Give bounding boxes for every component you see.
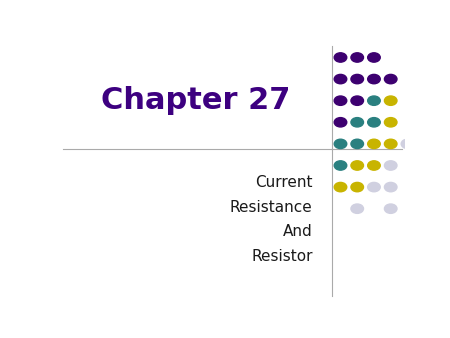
Circle shape [384,96,397,105]
Circle shape [334,161,347,170]
Circle shape [334,183,347,192]
Text: Resistor: Resistor [251,249,313,264]
Circle shape [351,53,364,62]
Circle shape [368,118,380,127]
Circle shape [334,96,347,105]
Circle shape [351,96,364,105]
Circle shape [401,139,414,149]
Circle shape [368,161,380,170]
Circle shape [351,161,364,170]
Circle shape [334,118,347,127]
Circle shape [368,183,380,192]
Text: Chapter 27: Chapter 27 [101,86,290,115]
Circle shape [384,118,397,127]
Circle shape [368,96,380,105]
Circle shape [351,204,364,213]
Circle shape [334,74,347,84]
Circle shape [351,74,364,84]
Text: Resistance: Resistance [230,200,313,215]
Circle shape [351,183,364,192]
Circle shape [334,53,347,62]
Circle shape [384,74,397,84]
Circle shape [351,118,364,127]
Circle shape [351,139,364,149]
Circle shape [368,74,380,84]
Text: And: And [283,224,313,239]
Circle shape [384,183,397,192]
Circle shape [384,161,397,170]
Circle shape [384,139,397,149]
Text: Current: Current [255,175,313,190]
Circle shape [384,204,397,213]
Circle shape [368,53,380,62]
Circle shape [368,139,380,149]
Circle shape [334,139,347,149]
